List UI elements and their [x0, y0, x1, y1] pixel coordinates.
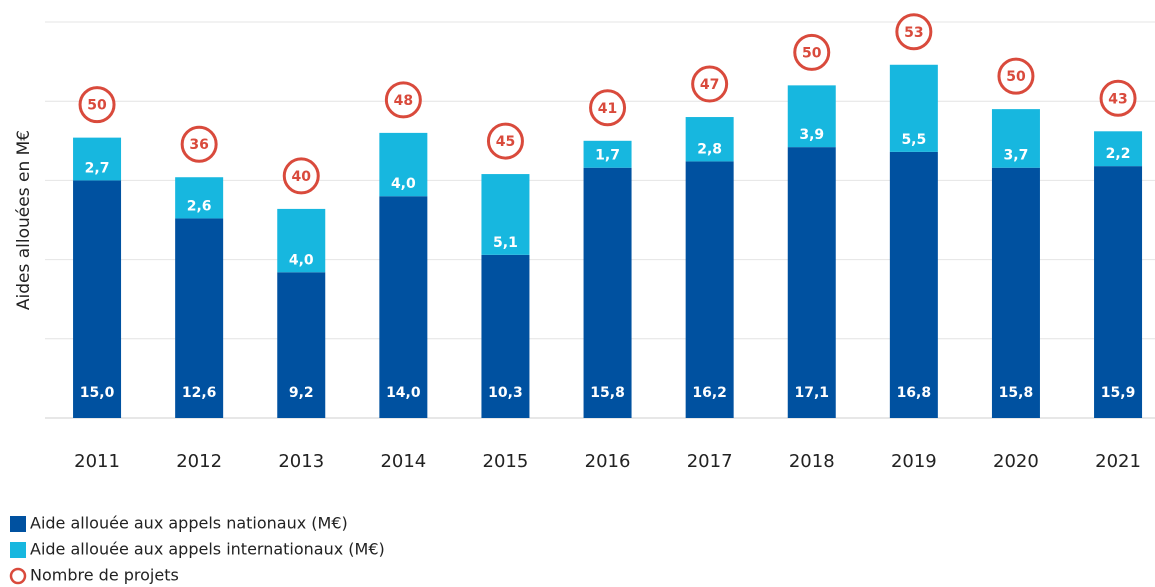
x-tick-label: 2017: [687, 451, 733, 472]
bar-segment: [481, 174, 530, 255]
project-marker: [691, 65, 729, 103]
project-label: 36: [189, 137, 208, 153]
project-label: 41: [598, 101, 617, 117]
project-label: 50: [802, 45, 822, 61]
value-label: 5,5: [901, 132, 926, 148]
x-tick-label: 2020: [993, 451, 1039, 472]
project-marker: [895, 13, 933, 51]
value-label: 3,9: [799, 127, 824, 143]
project-label: 40: [292, 169, 312, 185]
x-tick-label: 2016: [585, 451, 631, 472]
project-marker: [384, 81, 422, 119]
value-label: 15,0: [80, 385, 115, 401]
bar-segment: [73, 137, 122, 181]
value-label: 5,1: [493, 235, 518, 251]
value-label: 14,0: [386, 385, 421, 401]
project-label: 48: [394, 93, 413, 109]
value-label: 15,9: [1101, 385, 1136, 401]
value-label: 15,8: [590, 385, 625, 401]
x-tick-label: 2013: [278, 451, 324, 472]
project-label: 45: [496, 134, 515, 150]
bar-segment: [1094, 166, 1143, 418]
bar-segment: [787, 147, 836, 419]
value-label: 16,8: [897, 385, 932, 401]
x-tick-label: 2012: [176, 451, 222, 472]
bar-segment: [685, 117, 734, 162]
bar-segment: [481, 254, 530, 418]
x-tick-label: 2015: [483, 451, 529, 472]
legend-label: Aide allouée aux appels nationaux (M€): [30, 514, 348, 533]
project-label: 50: [1006, 69, 1026, 85]
bar-segment: [889, 64, 938, 152]
legend-label: Nombre de projets: [30, 566, 179, 585]
x-tick-label: 2014: [380, 451, 426, 472]
value-label: 2,8: [697, 141, 722, 157]
x-tick-label: 2018: [789, 451, 835, 472]
value-label: 9,2: [289, 385, 314, 401]
bar-segment: [991, 109, 1040, 168]
project-marker: [78, 86, 116, 124]
bar-segment: [685, 161, 734, 418]
project-marker: [997, 57, 1035, 95]
project-label: 53: [904, 25, 923, 41]
value-label: 15,8: [999, 385, 1034, 401]
project-marker: [486, 122, 524, 160]
bar-segment: [583, 140, 632, 168]
bar-segment: [1094, 131, 1143, 167]
bar-segment: [787, 85, 836, 148]
project-label: 50: [87, 98, 107, 114]
bar-segment: [379, 132, 428, 197]
bar-segment: [73, 180, 122, 418]
project-marker: [589, 89, 627, 127]
bar-segment: [889, 151, 938, 418]
value-label: 4,0: [391, 176, 416, 192]
legend-swatch: [9, 567, 27, 585]
project-marker: [793, 33, 831, 71]
project-label: 43: [1108, 91, 1127, 107]
bar-segment: [277, 208, 326, 273]
project-marker: [180, 125, 218, 163]
value-label: 4,0: [289, 252, 314, 268]
value-label: 2,2: [1106, 146, 1131, 162]
value-label: 3,7: [1004, 148, 1029, 164]
project-marker: [1099, 79, 1137, 117]
x-tick-label: 2019: [891, 451, 937, 472]
project-marker: [282, 157, 320, 195]
legend-label: Aide allouée aux appels internationaux (…: [30, 540, 385, 559]
bar-segment: [277, 272, 326, 418]
x-tick-label: 2011: [74, 451, 120, 472]
value-label: 2,7: [85, 160, 110, 176]
y-axis-label: Aides allouées en M€: [14, 130, 34, 310]
bar-segment: [991, 167, 1040, 418]
value-label: 2,6: [187, 198, 212, 214]
bar-segment: [379, 196, 428, 418]
value-label: 12,6: [182, 385, 217, 401]
value-label: 1,7: [595, 148, 620, 164]
x-tick-label: 2021: [1095, 451, 1141, 472]
legend-swatch: [10, 516, 26, 532]
bar-segment: [175, 218, 224, 418]
legend-swatch: [10, 542, 26, 558]
value-label: 17,1: [794, 385, 829, 401]
value-label: 10,3: [488, 385, 523, 401]
bar-segment: [583, 167, 632, 418]
bar-segment: [175, 177, 224, 219]
value-label: 16,2: [692, 385, 727, 401]
project-label: 47: [700, 77, 719, 93]
